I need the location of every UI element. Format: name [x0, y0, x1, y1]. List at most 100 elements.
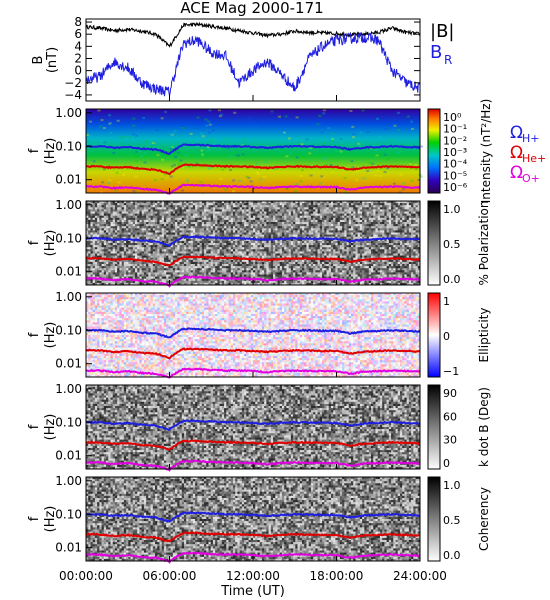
gyro-line-oplus — [85, 275, 421, 288]
f-axis-label: f — [27, 516, 42, 521]
y-tick-label: 4 — [74, 39, 82, 53]
series-line-mag — [85, 21, 421, 48]
y-tick-label: 0.01 — [55, 265, 82, 279]
y-tick-label: 6 — [74, 27, 82, 41]
y-tick-label: −2 — [64, 76, 82, 90]
legend-omega-hplus: Ω — [510, 123, 523, 143]
colorbar-label-1: Intensity (nT²/Hz) — [479, 99, 493, 204]
y-tick-label: 0.10 — [55, 507, 82, 521]
gyro-line-heplus — [85, 255, 421, 267]
gyro-line-oplus — [85, 459, 421, 472]
f-axis-unit: (Hz) — [43, 230, 58, 257]
legend-omega-sub-oplus: O+ — [522, 172, 540, 185]
gyro-line-hplus — [85, 511, 421, 523]
gyro-line-heplus — [85, 347, 421, 360]
y-tick-label: 1.00 — [55, 290, 82, 304]
f-axis-label: f — [27, 148, 42, 153]
f-axis-unit: (Hz) — [43, 414, 58, 441]
spectrogram-panel-3 — [85, 293, 421, 379]
legend-omega-heplus: Ω — [510, 143, 523, 163]
colorbar-tick-label: 0 — [443, 457, 450, 470]
spectrogram-panel-4 — [85, 385, 421, 472]
x-tick-label: 24:00:00 — [393, 569, 447, 583]
legend-omega-sub-heplus: He+ — [522, 152, 546, 165]
colorbar-1 — [427, 108, 441, 194]
colorbar-tick-label: 10⁰ — [443, 111, 462, 124]
x-tick-label: 00:00:00 — [59, 569, 113, 583]
y-tick-label: 1.00 — [55, 474, 82, 488]
y-tick-label: 0.10 — [55, 323, 82, 337]
f-axis-label: f — [27, 240, 42, 245]
colorbar-tick-label: 0 — [443, 330, 450, 343]
y-tick-label: 1.00 — [55, 106, 82, 120]
y-tick-label: 0.10 — [55, 231, 82, 245]
colorbar-tick-label: 10⁻³ — [443, 146, 467, 159]
colorbar-tick-label: 0.5 — [443, 514, 461, 527]
spectrogram-panel-1 — [85, 109, 423, 195]
y-tick-label: −4 — [64, 88, 82, 102]
colorbar-tick-label: 0.5 — [443, 238, 461, 251]
colorbar-tick-label: 10⁻² — [443, 134, 467, 147]
b-axis-unit: (nT) — [45, 47, 60, 73]
colorbar-3 — [427, 292, 441, 378]
gyro-line-oplus — [85, 367, 421, 379]
colorbar-tick-label: 0.0 — [443, 273, 461, 286]
y-tick-label: 8 — [74, 15, 82, 29]
y-tick-label: 0.10 — [55, 415, 82, 429]
f-axis-label: f — [27, 424, 42, 429]
gyro-line-oplus — [85, 551, 421, 564]
b-field-plot — [85, 21, 421, 97]
x-axis-label: Time (UT) — [220, 584, 285, 599]
colorbar-tick-label: 60 — [443, 410, 457, 423]
colorbar-label-5: Coherency — [477, 487, 491, 551]
colorbar-label-2: % Polarization — [477, 201, 491, 286]
y-tick-label: 0 — [74, 64, 82, 78]
legend-omega-oplus: Ω — [510, 163, 523, 183]
f-axis-label: f — [27, 332, 42, 337]
x-tick-label: 18:00:00 — [310, 569, 364, 583]
legend-omega-sub-hplus: H+ — [522, 132, 540, 145]
colorbar-label-3: Ellipticity — [477, 308, 491, 363]
f-axis-unit: (Hz) — [43, 322, 58, 349]
y-tick-label: 0.01 — [55, 449, 82, 463]
colorbar-tick-label: −1 — [443, 365, 459, 378]
y-tick-label: 1.00 — [55, 198, 82, 212]
gyro-line-oplus — [85, 183, 421, 195]
f-axis-unit: (Hz) — [43, 138, 58, 165]
b-plot-frame — [85, 18, 421, 102]
y-tick-label: 0.01 — [55, 173, 82, 187]
gyro-line-heplus — [85, 531, 421, 543]
gyro-line-hplus — [85, 327, 421, 339]
colorbar-tick-label: 1.0 — [443, 203, 461, 216]
x-tick-label: 06:00:00 — [143, 569, 197, 583]
legend-br: B — [430, 42, 442, 63]
legend-br-sub: R — [444, 53, 452, 67]
x-tick-label: 12:00:00 — [226, 569, 280, 583]
y-tick-label: 2 — [74, 51, 82, 65]
gyro-line-heplus — [85, 163, 421, 176]
colorbar-tick-label: 10⁻¹ — [443, 123, 467, 136]
gyro-line-hplus — [85, 235, 421, 247]
gyro-line-hplus — [85, 143, 421, 155]
colorbar-tick-label: 90 — [443, 387, 457, 400]
legend-mag: |B| — [430, 21, 454, 42]
colorbar-tick-label: 1 — [443, 295, 450, 308]
colorbar-label-4: k dot B (Deg) — [477, 387, 491, 467]
colorbar-tick-label: 10⁻⁵ — [443, 169, 467, 182]
colorbar-2 — [427, 200, 441, 286]
spectrogram-panel-5 — [85, 477, 421, 564]
gyro-line-heplus — [85, 439, 421, 451]
intensity-spectrogram — [86, 109, 420, 193]
b-axis-label: B — [31, 56, 46, 65]
y-tick-label: 0.10 — [55, 139, 82, 153]
colorbar-5 — [427, 476, 441, 562]
colorbar-tick-label: 10⁻⁶ — [443, 181, 468, 194]
colorbar-tick-label: 10⁻⁴ — [443, 158, 468, 171]
gyro-line-hplus — [85, 419, 421, 431]
colorbar-4 — [427, 384, 441, 470]
figure-title: ACE Mag 2000-171 — [180, 0, 323, 17]
colorbar-tick-label: 1.0 — [443, 479, 461, 492]
y-tick-label: 0.01 — [55, 541, 82, 555]
spectrogram-panel-2 — [85, 201, 421, 288]
